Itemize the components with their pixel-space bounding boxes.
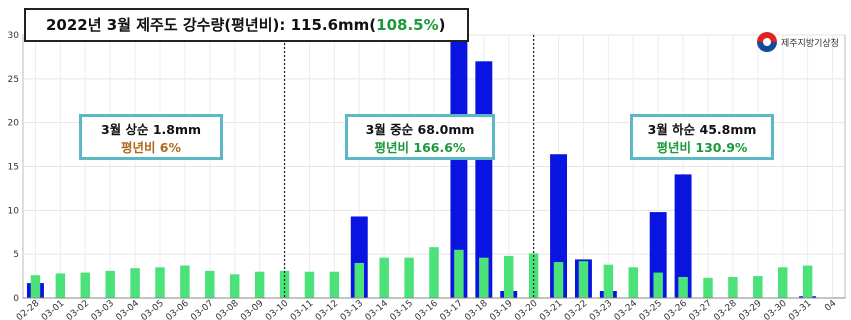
bar-normal bbox=[479, 257, 489, 298]
x-tick-label: 03-08 bbox=[214, 298, 241, 320]
annotation-early-line1: 3월 상순 1.8mm bbox=[100, 122, 202, 137]
x-tick-label: 03-23 bbox=[588, 299, 614, 320]
bar-normal bbox=[229, 274, 240, 298]
x-tick-label: 03-29 bbox=[737, 298, 764, 320]
x-tick-label: 03-06 bbox=[164, 298, 191, 320]
bar-normal bbox=[454, 249, 464, 298]
x-tick-label: 03-19 bbox=[488, 298, 515, 320]
annotation-mid-line2: 평년비 166.6% bbox=[374, 140, 466, 155]
title-suffix: ) bbox=[438, 16, 446, 34]
bar-normal bbox=[653, 272, 663, 298]
y-tick-label: 0 bbox=[13, 294, 19, 304]
x-tick-label: 04 bbox=[823, 298, 838, 313]
bar-normal bbox=[254, 271, 265, 298]
bar-normal bbox=[429, 247, 439, 298]
annotation-late-line2: 평년비 130.9% bbox=[656, 140, 748, 155]
annotation-late-march: 3월 하순 45.8mm 평년비 130.9% bbox=[630, 114, 774, 160]
x-tick-label: 03-09 bbox=[239, 298, 266, 320]
annotation-mid-march: 3월 중순 68.0mm 평년비 166.6% bbox=[345, 114, 495, 160]
bar-normal bbox=[553, 262, 564, 298]
x-tick-label: 03-01 bbox=[40, 299, 66, 320]
x-tick-label: 03-12 bbox=[314, 299, 340, 320]
x-tick-label: 03-28 bbox=[712, 298, 739, 320]
bar-normal bbox=[30, 275, 41, 298]
bar-normal bbox=[603, 264, 614, 298]
bar-normal bbox=[105, 270, 115, 298]
x-tick-label: 03-02 bbox=[65, 299, 91, 320]
title-prefix: 2022년 3월 제주도 강수량(평년비): 115.6mm( bbox=[46, 16, 377, 34]
bar-normal bbox=[379, 257, 389, 298]
x-tick-label: 03-27 bbox=[687, 299, 713, 320]
x-tick-label: 03-31 bbox=[787, 299, 813, 320]
x-tick-label: 03-26 bbox=[663, 298, 690, 320]
bar-normal bbox=[802, 265, 813, 298]
x-tick-label: 03-25 bbox=[638, 299, 664, 320]
x-tick-label: 03-04 bbox=[115, 298, 142, 320]
bar-normal bbox=[329, 271, 340, 298]
bar-normal bbox=[777, 267, 788, 298]
bar-normal bbox=[354, 262, 365, 298]
y-tick-label: 20 bbox=[8, 119, 20, 129]
y-tick-label: 15 bbox=[8, 163, 19, 173]
x-tick-label: 03-10 bbox=[264, 298, 291, 320]
bar-normal bbox=[180, 265, 190, 298]
bar-normal bbox=[205, 270, 215, 298]
kma-logo: 제주지방기상청 bbox=[757, 32, 839, 52]
bar-normal bbox=[155, 267, 165, 298]
x-tick-label: 03-17 bbox=[438, 299, 464, 320]
x-tick-label: 03-22 bbox=[563, 299, 589, 320]
x-tick-label: 03-21 bbox=[538, 299, 564, 320]
x-tick-label: 03-16 bbox=[413, 298, 440, 320]
bar-normal bbox=[578, 261, 589, 298]
title-percent: 108.5% bbox=[376, 16, 439, 34]
logo-text: 제주지방기상청 bbox=[781, 38, 839, 49]
bar-normal bbox=[678, 276, 688, 298]
bar-normal bbox=[80, 272, 91, 298]
bar-normal bbox=[728, 276, 738, 298]
bar-observed bbox=[674, 174, 692, 298]
x-tick-label: 03-20 bbox=[513, 298, 540, 320]
x-tick-label: 03-11 bbox=[289, 299, 315, 320]
kma-emblem-icon bbox=[757, 32, 777, 52]
annotation-early-line2: 평년비 6% bbox=[120, 140, 182, 155]
bar-normal bbox=[503, 255, 514, 298]
y-tick-label: 10 bbox=[8, 206, 20, 216]
x-tick-label: 03-15 bbox=[389, 299, 415, 320]
y-tick-label: 30 bbox=[8, 31, 20, 41]
annotation-mid-line1: 3월 중순 68.0mm bbox=[365, 122, 475, 137]
x-tick-label: 03-30 bbox=[762, 298, 789, 320]
bar-observed bbox=[450, 35, 468, 298]
bar-normal bbox=[628, 267, 639, 298]
x-tick-label: 03-13 bbox=[339, 299, 365, 320]
annotation-late-line1: 3월 하순 45.8mm bbox=[647, 122, 757, 137]
y-tick-label: 5 bbox=[13, 250, 19, 260]
bar-normal bbox=[753, 276, 763, 298]
y-tick-label: 25 bbox=[8, 75, 19, 85]
chart-title: 2022년 3월 제주도 강수량(평년비): 115.6mm(108.5%) bbox=[24, 8, 469, 42]
x-tick-label: 03-18 bbox=[463, 298, 490, 320]
bar-normal bbox=[130, 268, 140, 298]
bar-normal bbox=[404, 257, 414, 298]
bar-normal bbox=[304, 271, 315, 298]
bar-normal bbox=[55, 273, 66, 298]
bar-normal bbox=[703, 277, 713, 298]
x-tick-label: 03-14 bbox=[364, 298, 391, 320]
x-tick-label: 03-24 bbox=[613, 298, 640, 320]
annotation-early-march: 3월 상순 1.8mm 평년비 6% bbox=[79, 114, 223, 160]
x-tick-label: 03-05 bbox=[139, 299, 165, 320]
x-tick-label: 03-03 bbox=[90, 299, 116, 320]
x-tick-label: 03-07 bbox=[189, 299, 215, 320]
